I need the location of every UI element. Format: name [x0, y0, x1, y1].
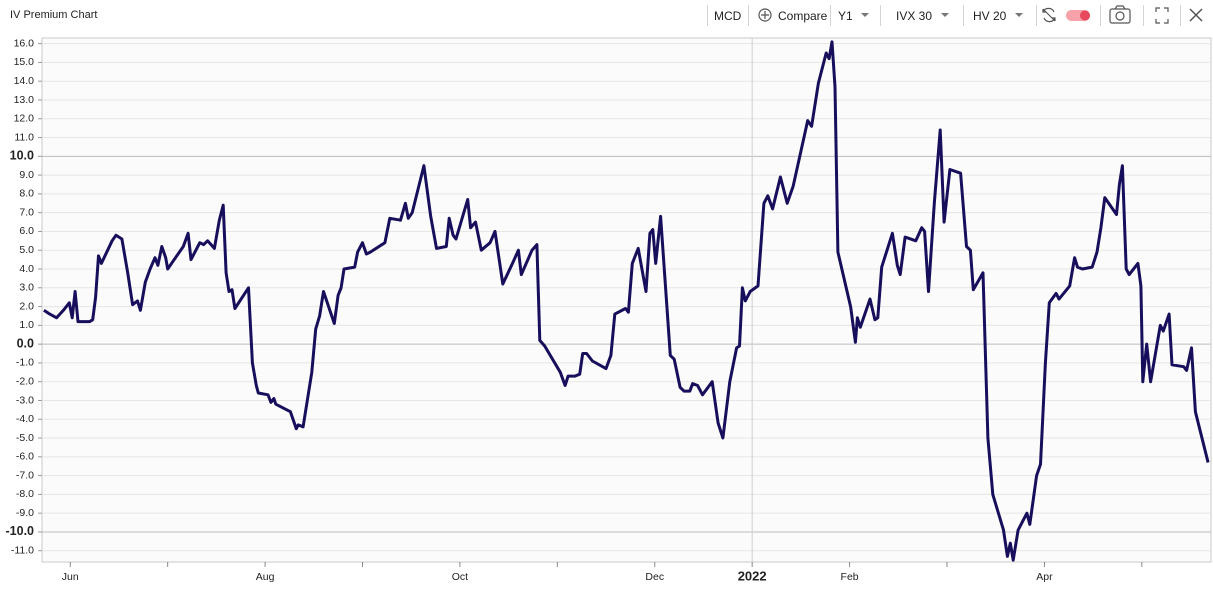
toggle-knob: [1080, 10, 1090, 21]
x-tick-label: Aug: [256, 571, 275, 583]
y-tick-label: -6.0: [16, 451, 34, 463]
y-tick-label: 9.0: [19, 169, 34, 181]
y-tick-label: 13.0: [14, 94, 35, 106]
y-tick-label: -10.0: [6, 524, 35, 538]
separator: [880, 5, 881, 26]
y-tick-label: -3.0: [16, 394, 34, 406]
chart-title: IV Premium Chart: [10, 9, 98, 21]
separator: [1036, 5, 1037, 26]
symbol-button[interactable]: MCD: [714, 9, 742, 23]
separator: [748, 5, 749, 26]
y-tick-label: 10.0: [10, 149, 34, 163]
plot-area: [41, 37, 1212, 563]
y-tick-label: 14.0: [14, 75, 35, 87]
y-tick-label: 16.0: [14, 37, 35, 49]
y-tick-label: 6.0: [19, 225, 34, 237]
iv-select[interactable]: IVX 30: [896, 9, 933, 23]
x-tick-label: Jun: [62, 571, 79, 583]
y-tick-label: -4.0: [16, 413, 34, 425]
y-tick-label: 0.0: [17, 336, 34, 350]
y-tick-label: 4.0: [19, 263, 34, 275]
y-tick-label: 3.0: [19, 282, 34, 294]
x-tick-label: Dec: [645, 571, 664, 583]
y-tick-label: 5.0: [19, 244, 34, 256]
y-tick-label: -7.0: [16, 469, 34, 481]
x-tick-label: Oct: [452, 571, 468, 583]
separator: [1143, 5, 1144, 26]
toolbar-icons: [758, 5, 1203, 24]
dropdown-arrow[interactable]: [861, 13, 869, 17]
y-tick-label: 15.0: [14, 56, 35, 68]
separator: [1100, 5, 1101, 26]
x-tick-label: Feb: [841, 571, 859, 583]
x-tick-label: Apr: [1036, 571, 1053, 583]
camera-icon[interactable]: [1109, 5, 1131, 24]
y-tick-label: -2.0: [16, 375, 34, 387]
y-tick-label: -1.0: [16, 357, 34, 369]
compare-icon[interactable]: [758, 8, 772, 22]
toolbar: IV Premium Chart MCD Compare Y1 IVX 30 H…: [0, 0, 1213, 31]
y-tick-label: -11.0: [11, 545, 34, 557]
y-tick-label: 11.0: [14, 131, 34, 143]
y-tick-label: 8.0: [19, 188, 34, 200]
separator: [963, 5, 964, 26]
y-tick-label: 1.0: [19, 319, 34, 331]
axis-select[interactable]: Y1: [838, 9, 853, 23]
refresh-icon[interactable]: [1042, 7, 1056, 23]
y-tick-label: 7.0: [19, 206, 34, 218]
y-tick-label: -9.0: [16, 507, 34, 519]
y-tick-label: 2.0: [19, 300, 34, 312]
dropdown-arrow[interactable]: [1015, 13, 1023, 17]
y-tick-label: 12.0: [14, 113, 35, 125]
x-tick-label: 2022: [738, 568, 767, 583]
hv-select[interactable]: HV 20: [973, 9, 1007, 23]
dropdown-arrow[interactable]: [941, 13, 949, 17]
y-tick-label: -5.0: [16, 432, 34, 444]
compare-button[interactable]: Compare: [778, 9, 828, 23]
data-line: [43, 40, 1210, 562]
close-icon[interactable]: [1189, 8, 1203, 22]
fullscreen-icon[interactable]: [1155, 7, 1169, 24]
separator: [1180, 5, 1181, 26]
separator: [707, 5, 708, 26]
y-tick-label: -8.0: [16, 488, 34, 500]
separator: [830, 5, 831, 26]
